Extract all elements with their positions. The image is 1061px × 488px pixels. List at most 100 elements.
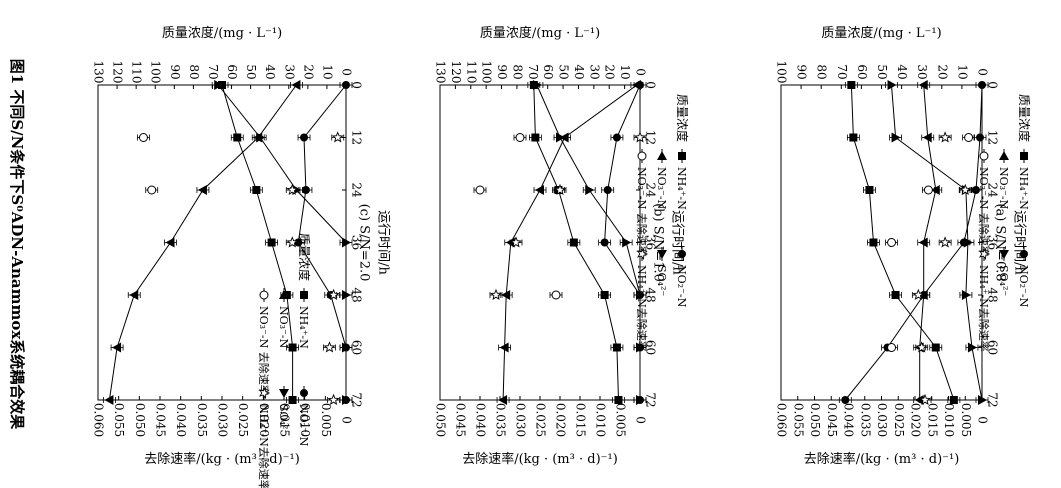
data-point [919, 393, 931, 405]
tick-label-right: 0.025 [236, 403, 250, 437]
data-point [256, 132, 266, 143]
legend: 质量浓度 NH₄⁺-N NO₂⁻-N NO₃⁻-N SO₄²⁻ NO₃⁻-N 去除速率 NH… [257, 233, 312, 488]
legend-entry: NO₃⁻-N 去除速率 [977, 167, 991, 257]
data-point [214, 80, 224, 90]
tick-label-left: 80 [510, 64, 524, 79]
legend-marker [979, 151, 989, 161]
tick-label-right: 0.010 [942, 403, 956, 437]
data-point [490, 288, 502, 300]
xlabel: 运行时间/h [1012, 210, 1027, 275]
data-point [923, 185, 933, 195]
tick-label-left: 50 [875, 64, 889, 79]
tick-label-left: 130 [434, 61, 448, 84]
legend-entry: NO₃⁻-N 去除速率 [635, 167, 649, 257]
data-point [233, 133, 242, 142]
data-point [603, 186, 612, 194]
data-point [922, 132, 932, 143]
ylabel-left: 质量浓度/(mg · L⁻¹) [821, 25, 941, 41]
data-point [515, 133, 525, 142]
tick-label-left: 30 [587, 64, 601, 79]
data-point [612, 133, 621, 142]
series-line [850, 84, 955, 401]
legend-marker [300, 291, 308, 299]
tick-label-left: 70 [835, 64, 849, 79]
tick-label-left: 70 [526, 64, 540, 79]
tick-label-left: 0 [976, 68, 990, 76]
data-point [147, 185, 157, 195]
tick-label-time: 60 [644, 340, 658, 355]
tick-label-left: 80 [187, 64, 201, 79]
data-point [288, 343, 297, 352]
panel-label: (b) S/N=1.0 [651, 203, 666, 282]
legend-marker [678, 250, 686, 258]
tick-label-left: 50 [557, 64, 571, 79]
tick-label-right: 0.015 [278, 403, 292, 437]
data-point [915, 341, 928, 353]
data-point [288, 396, 297, 404]
tick-label-left: 30 [915, 64, 929, 79]
data-point [959, 183, 972, 195]
tick-label-right: 0.025 [534, 403, 548, 437]
tick-label-left: 60 [855, 64, 869, 79]
tick-label-right: 0.015 [574, 403, 588, 437]
tick-label-time: 24 [350, 182, 364, 198]
data-point [912, 288, 925, 300]
data-point [501, 290, 511, 300]
ylabel-right: 去除速率/(kg · (m³ · d)⁻¹) [804, 451, 960, 467]
tick-label-left: 80 [815, 64, 829, 79]
tick-label-left: 50 [244, 64, 258, 79]
data-point [887, 343, 897, 352]
data-point [869, 238, 878, 247]
legend-entry: NO₂⁻-N [297, 404, 310, 447]
data-point [978, 81, 986, 89]
legend-entry: NH₄⁺-N [297, 306, 310, 349]
tick-label-time: 72 [986, 392, 1000, 407]
tick-label-time: 48 [350, 287, 364, 302]
data-point [286, 183, 299, 195]
tick-label-right: 0.035 [195, 403, 209, 437]
legend-entry: NO₃⁻-N [655, 167, 668, 210]
tick-label-right: 0.020 [257, 403, 271, 437]
data-point [964, 133, 974, 142]
data-point [975, 133, 984, 142]
tick-label-left: 20 [935, 64, 949, 79]
data-point [327, 393, 340, 405]
legend-entry: NH₄⁺-N去除速率 [257, 404, 271, 488]
tick-label-left: 130 [92, 61, 106, 84]
tick-label-left: 0 [340, 68, 354, 76]
tick-label-left: 10 [618, 64, 632, 79]
tick-label-right: 0.025 [892, 403, 906, 437]
tick-label-right: 0.030 [216, 403, 230, 437]
panel-b: 010203040506070809010011012013000.0050.0… [434, 25, 691, 467]
data-point [267, 238, 276, 247]
data-point [891, 291, 900, 299]
panel-a: 010203040506070809010000.0050.0100.0150.… [775, 25, 1033, 467]
data-point [849, 133, 858, 142]
ylabel-right: 去除速率/(kg · (m³ · d)⁻¹) [462, 451, 618, 467]
legend-marker [657, 151, 667, 160]
data-point [636, 290, 645, 300]
tick-label-left: 40 [895, 64, 909, 79]
data-point [949, 396, 958, 404]
tick-label-left: 60 [225, 64, 239, 79]
tick-label-right: 0.050 [434, 403, 448, 437]
data-point [841, 396, 850, 404]
tick-label-time: 24 [986, 182, 1000, 198]
tick-label-right: 0.050 [133, 403, 147, 437]
data-point [532, 80, 542, 90]
legend-entry: NH₄⁺-N去除速率 [635, 265, 649, 352]
tick-label-right: 0.015 [925, 403, 939, 437]
legend-marker [999, 151, 1009, 160]
data-point [323, 341, 336, 353]
legend-entry: SO₄²⁻ [997, 265, 1010, 296]
tick-label-time: 24 [644, 182, 658, 198]
data-point [342, 395, 351, 405]
tick-label-right: 0.040 [174, 403, 188, 437]
tick-label-left: 0 [634, 68, 648, 76]
data-point [612, 343, 621, 352]
tick-label-time: 60 [986, 340, 1000, 355]
data-point [971, 186, 980, 194]
data-point [510, 236, 522, 248]
tick-label-right: 0.005 [959, 403, 973, 437]
